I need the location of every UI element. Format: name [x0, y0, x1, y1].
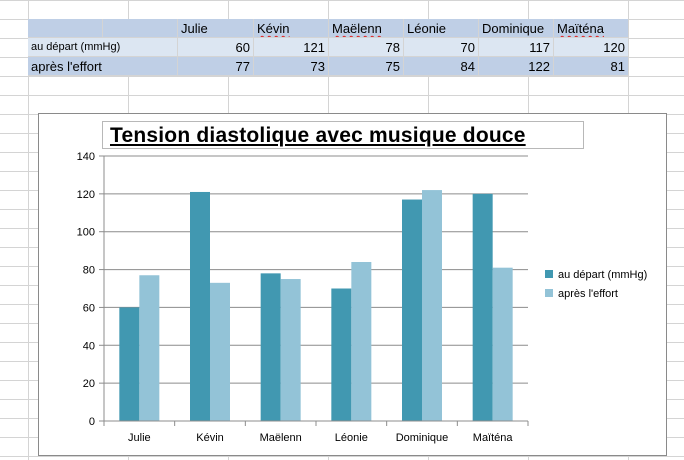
bar-au-depart: [472, 193, 493, 421]
y-tick-label: 20: [83, 378, 95, 390]
x-tick-label: Maïténa: [473, 432, 514, 444]
x-tick-label: Julie: [128, 432, 151, 444]
table-cell[interactable]: 70: [404, 38, 479, 57]
chart-title: Tension diastolique avec musique douce: [110, 124, 526, 147]
header-cell[interactable]: [103, 19, 178, 38]
table-cell[interactable]: 60: [178, 38, 254, 57]
y-tick-label: 100: [77, 227, 95, 239]
table-cell[interactable]: 81: [554, 57, 629, 76]
bar-apres-effort: [492, 267, 513, 421]
table-cell[interactable]: 122: [479, 57, 554, 76]
header-text: Maëlenn: [332, 21, 382, 36]
table-cell[interactable]: 84: [404, 57, 479, 76]
y-tick-label: 40: [83, 340, 95, 352]
header-cell-leonie[interactable]: Léonie: [404, 19, 479, 38]
bar-au-depart: [260, 273, 281, 421]
chart-title-box[interactable]: [102, 121, 584, 149]
bar-apres-effort: [210, 282, 230, 421]
bar-au-depart: [402, 199, 422, 421]
table-row: au départ (mmHg) 60 121 78 70 117 120: [28, 38, 629, 57]
bar-au-depart: [119, 307, 140, 421]
y-tick-label: 120: [77, 189, 95, 201]
legend-label: après l'effort: [558, 288, 618, 300]
y-tick-label: 80: [83, 265, 95, 277]
header-cell-maelenn[interactable]: Maëlenn: [329, 19, 404, 38]
bar-au-depart: [331, 288, 352, 421]
row-label[interactable]: après l'effort: [28, 57, 178, 76]
table-cell[interactable]: 121: [254, 38, 329, 57]
header-text: Kévin: [257, 21, 290, 36]
y-tick-label: 60: [83, 302, 95, 314]
y-tick-label: 140: [77, 151, 95, 163]
x-tick-label: Dominique: [396, 432, 449, 444]
x-tick-label: Léonie: [335, 432, 368, 444]
bar-au-depart: [190, 191, 210, 421]
row-label[interactable]: au départ (mmHg): [28, 38, 178, 57]
bar-apres-effort: [422, 190, 442, 421]
table-cell[interactable]: 120: [554, 38, 629, 57]
x-tick-label: Maëlenn: [260, 432, 302, 444]
bar-apres-effort: [351, 262, 372, 421]
table-cell[interactable]: 78: [329, 38, 404, 57]
legend-swatch: [545, 270, 553, 278]
header-cell-julie[interactable]: Julie: [178, 19, 254, 38]
header-cell-dominique[interactable]: Dominique: [479, 19, 554, 38]
header-cell-kevin[interactable]: Kévin: [254, 19, 329, 38]
legend-label: au départ (mmHg): [558, 269, 647, 281]
table-cell[interactable]: 77: [178, 57, 254, 76]
y-tick-label: 0: [89, 416, 95, 428]
header-cell-maitena[interactable]: Maïténa: [554, 19, 629, 38]
x-tick-label: Kévin: [196, 432, 224, 444]
table-cell[interactable]: 75: [329, 57, 404, 76]
table-header-row: Julie Kévin Maëlenn Léonie Dominique Maï…: [28, 19, 629, 38]
legend-swatch: [545, 289, 553, 297]
header-text: Maïténa: [557, 21, 604, 36]
bar-apres-effort: [139, 275, 160, 421]
bar-apres-effort: [280, 279, 301, 421]
table-row: après l'effort 77 73 75 84 122 81: [28, 57, 629, 76]
header-cell[interactable]: [28, 19, 103, 38]
table-cell[interactable]: 117: [479, 38, 554, 57]
table-cell[interactable]: 73: [254, 57, 329, 76]
